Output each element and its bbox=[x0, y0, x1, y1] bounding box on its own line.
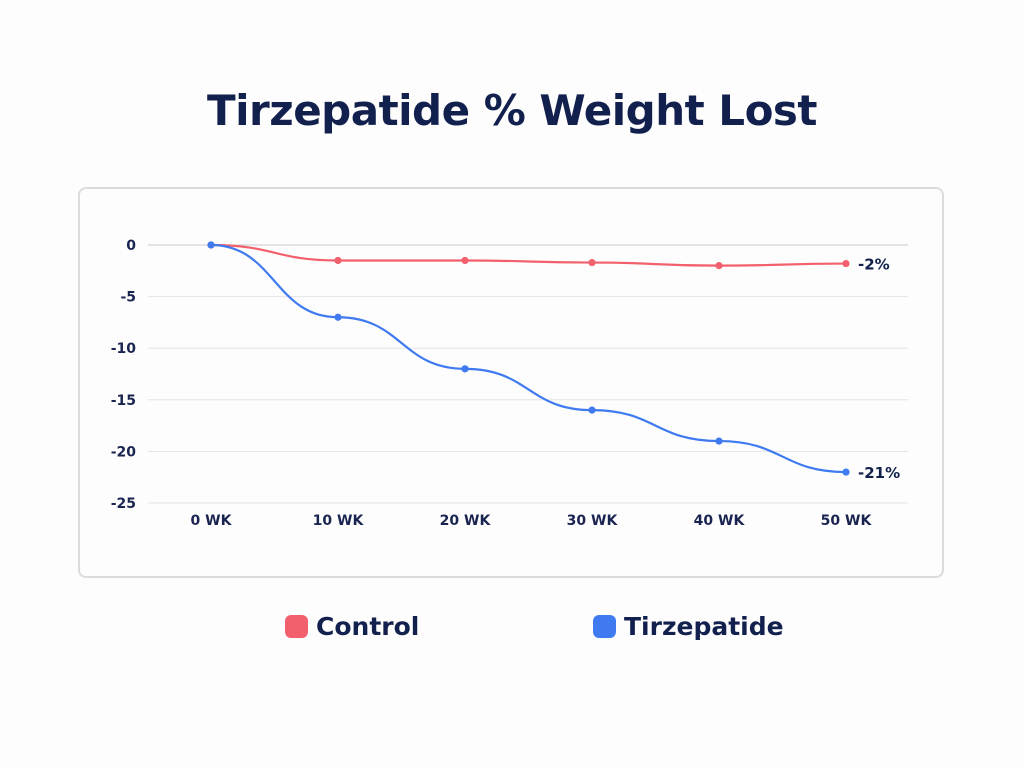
x-tick-label: 20 WK bbox=[440, 513, 492, 529]
x-tick-label: 10 WK bbox=[313, 513, 365, 529]
x-tick-label: 40 WK bbox=[694, 513, 746, 529]
legend-label-tirzepatide: Tirzepatide bbox=[624, 612, 784, 641]
data-point-control bbox=[715, 262, 723, 270]
x-axis-ticks: 0 WK 10 WK 20 WK 30 WK 40 WK 50 WK bbox=[191, 513, 873, 529]
data-point-tirzepatide bbox=[715, 437, 723, 445]
data-point-control bbox=[334, 256, 342, 265]
series-lines bbox=[207, 241, 850, 476]
chart-title: Tirzepatide % Weight Lost bbox=[206, 86, 818, 135]
data-point-tirzepatide bbox=[334, 313, 342, 321]
series-line-control bbox=[210, 243, 847, 267]
data-point-control bbox=[461, 256, 469, 265]
legend-label-control: Control bbox=[316, 612, 420, 641]
data-point-tirzepatide bbox=[461, 365, 469, 373]
series-line-tirzepatide bbox=[210, 243, 847, 474]
legend: Control Tirzepatide bbox=[0, 612, 1024, 648]
legend-swatch-control bbox=[285, 615, 308, 638]
y-tick-label: 0 bbox=[126, 238, 136, 254]
data-point-tirzepatide bbox=[588, 406, 596, 414]
data-point-tirzepatide bbox=[842, 468, 850, 476]
legend-item-control[interactable]: Control bbox=[285, 612, 419, 641]
y-tick-label: -5 bbox=[120, 290, 136, 306]
legend-item-tirzepatide[interactable]: Tirzepatide bbox=[593, 612, 784, 641]
data-point-control bbox=[588, 258, 596, 267]
x-tick-label: 50 WK bbox=[821, 513, 873, 529]
legend-swatch-tirzepatide bbox=[593, 615, 616, 638]
data-point-tirzepatide bbox=[207, 241, 215, 249]
end-label-control: -2% bbox=[858, 256, 890, 274]
gridlines bbox=[148, 244, 908, 504]
end-labels: -2% -21% bbox=[858, 256, 900, 482]
y-tick-label: -25 bbox=[111, 496, 136, 512]
x-tick-label: 30 WK bbox=[567, 513, 619, 529]
chart-panel bbox=[78, 187, 944, 578]
x-tick-label: 0 WK bbox=[191, 513, 233, 529]
data-point-control bbox=[842, 259, 850, 268]
end-label-tirzepatide: -21% bbox=[858, 464, 900, 482]
y-axis-ticks: 0 -5 -10 -15 -20 -25 bbox=[111, 238, 137, 512]
y-tick-label: -20 bbox=[111, 444, 137, 460]
y-tick-label: -15 bbox=[111, 393, 136, 409]
y-tick-label: -10 bbox=[111, 341, 137, 357]
